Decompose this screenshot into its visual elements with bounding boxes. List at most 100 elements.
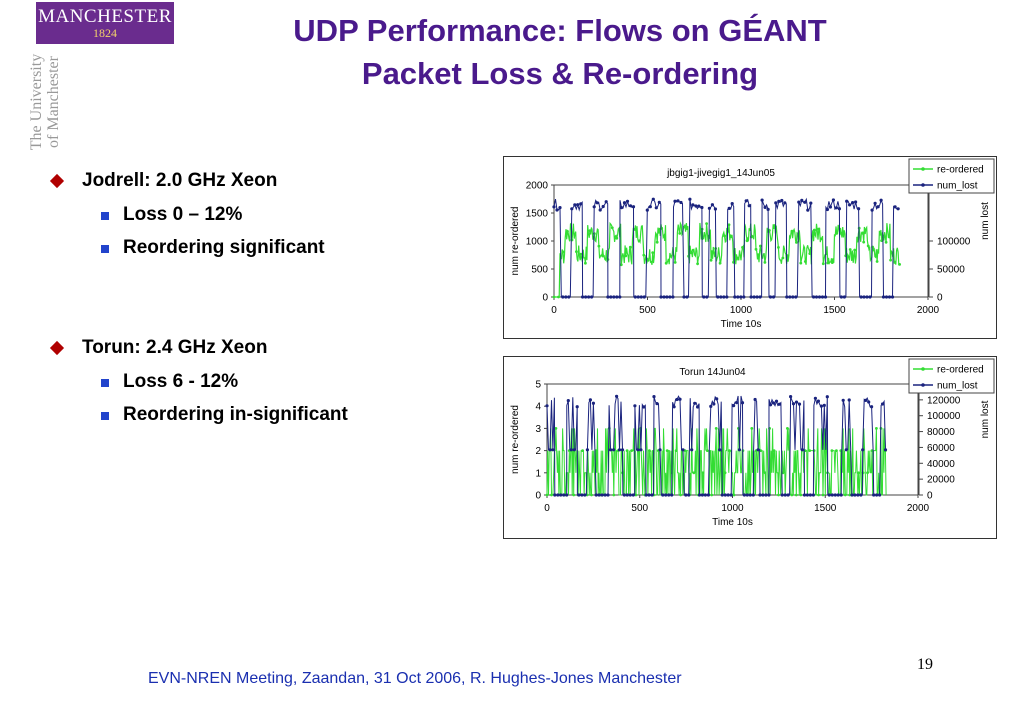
chart-jodrell: jbgig1-jivegig1_14Jun05 0 500 1000 1500 2000 0… (503, 156, 997, 339)
lost-point (712, 402, 716, 406)
y-tick-label: 5 (535, 380, 541, 391)
lost-point (670, 493, 674, 497)
lost-point (705, 295, 709, 299)
lost-point (620, 448, 625, 452)
y2-tick-label: 40000 (927, 459, 955, 470)
lost-point (642, 295, 646, 299)
lost-point (854, 200, 858, 204)
reordered-point (557, 295, 560, 299)
reordered-point (579, 252, 583, 256)
lost-point (650, 493, 654, 497)
reordered-point (772, 449, 776, 452)
lost-point (752, 295, 756, 299)
lost-point (883, 448, 888, 452)
reordered-point (723, 471, 727, 475)
y-tick-label: 500 (531, 265, 548, 276)
lost-point (647, 493, 651, 497)
y-tick-label: 4 (535, 402, 541, 413)
lost-point (622, 201, 627, 205)
lost-point (758, 493, 762, 497)
reordered-point (642, 253, 646, 257)
chart-torun: Torun 14Jun04 0 500 1000 1500 2000 0 1 2 3 4 5 0 2000… (503, 356, 997, 539)
reordered-point (750, 427, 754, 430)
lost-point (805, 493, 809, 497)
lost-point (697, 493, 702, 497)
lost-point (811, 493, 815, 497)
lost-point (636, 448, 640, 452)
y2-tick-label: 100000 (937, 237, 971, 248)
y2-tick-label: 80000 (927, 427, 955, 438)
x-axis-label: Time 10s (712, 517, 753, 528)
reordered-point (572, 493, 576, 497)
lost-point (751, 493, 755, 497)
sub-bullet-icon (101, 379, 109, 387)
reordered-point (759, 244, 762, 248)
x-tick-label: 1500 (823, 305, 846, 316)
lost-point (561, 295, 565, 299)
reordered-point (777, 493, 780, 497)
lost-point (831, 198, 835, 202)
reordered-point (655, 240, 659, 244)
lost-point (797, 402, 802, 406)
reordered-point (696, 262, 699, 266)
lost-point (580, 493, 584, 497)
lost-point (850, 493, 854, 497)
reordered-point (619, 263, 623, 267)
reordered-point (628, 245, 632, 249)
reordered-point (633, 228, 637, 231)
reordered-point (669, 254, 673, 258)
sub-bullet-reordering: Reordering significant (123, 237, 325, 258)
x-axis-label: Time 10s (721, 319, 762, 330)
lost-point (664, 493, 668, 497)
lost-point (848, 203, 852, 207)
lost-point (740, 401, 745, 405)
lost-point (592, 205, 596, 209)
reordered-point (875, 427, 878, 430)
lost-point (794, 295, 798, 299)
lost-point (642, 405, 646, 409)
lost-point (685, 295, 689, 299)
lost-point (566, 399, 570, 403)
reordered-point (795, 241, 798, 244)
lost-point (809, 201, 813, 205)
lost-point (633, 404, 637, 408)
lost-point (545, 404, 549, 408)
lost-point (688, 197, 692, 201)
lost-point (847, 398, 851, 402)
lost-point (761, 493, 765, 497)
lost-point (884, 295, 889, 299)
reordered-point (835, 449, 838, 452)
lost-point (600, 493, 604, 497)
lost-point (797, 200, 801, 204)
lost-point (828, 205, 832, 209)
reordered-point (665, 449, 669, 452)
reordered-point (602, 254, 605, 258)
reordered-point (772, 226, 776, 229)
reordered-point (821, 493, 825, 497)
reordered-point (799, 493, 803, 497)
lost-point (703, 493, 707, 497)
lost-point (706, 493, 710, 497)
lost-point (609, 295, 613, 299)
lost-point (774, 201, 778, 205)
reordered-point (597, 244, 601, 248)
lost-point (556, 493, 560, 497)
legend-reordered-marker (921, 167, 925, 171)
lost-point (868, 295, 872, 299)
reordered-point (648, 449, 651, 452)
lost-point (887, 295, 892, 299)
lost-point (755, 295, 759, 299)
reordered-point (817, 493, 820, 497)
lost-point (639, 295, 643, 299)
page-number: 19 (917, 656, 933, 673)
lost-point (710, 203, 714, 207)
reordered-point (584, 261, 587, 265)
y2-tick-label: 120000 (927, 395, 961, 406)
lost-point (859, 295, 863, 299)
x-tick-label: 500 (639, 305, 656, 316)
lost-point (558, 206, 562, 210)
lost-point (606, 295, 610, 299)
sub-bullet-icon (101, 412, 109, 420)
reordered-point (612, 493, 616, 497)
lost-point (825, 395, 829, 399)
